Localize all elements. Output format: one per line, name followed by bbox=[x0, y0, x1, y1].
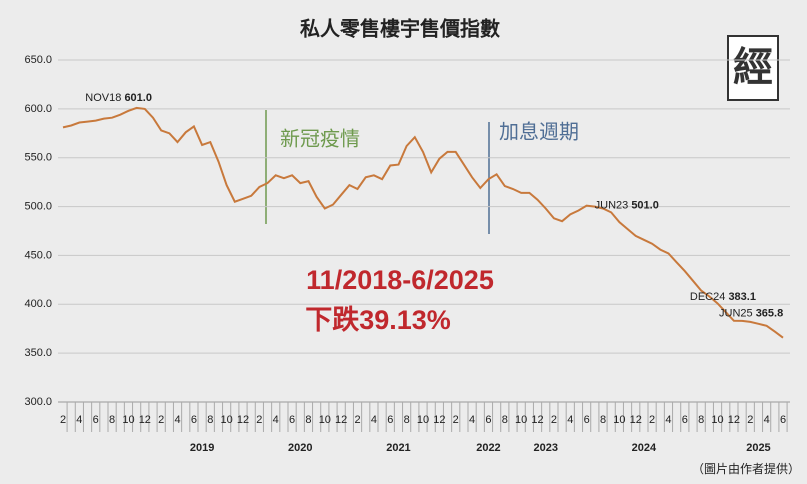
point-annotation: JUN23 501.0 bbox=[595, 200, 659, 212]
x-tick-label: 12 bbox=[531, 414, 543, 426]
x-tick-label: 4 bbox=[567, 414, 573, 426]
value-label: 601.0 bbox=[124, 92, 152, 104]
x-group-label: 2025 bbox=[746, 442, 770, 454]
point-annotation: DEC24 383.1 bbox=[690, 291, 756, 303]
chart-title: 私人零售樓宇售價指數 bbox=[300, 16, 500, 40]
x-tick-label: 6 bbox=[191, 414, 197, 426]
x-tick-label: 2 bbox=[747, 414, 753, 426]
point-name: JUN25 bbox=[719, 308, 753, 320]
x-group-label: 2024 bbox=[632, 442, 657, 454]
y-tick-label: 500.0 bbox=[24, 200, 52, 212]
x-tick-label: 4 bbox=[174, 414, 180, 426]
logo: 經 bbox=[733, 46, 773, 90]
headline: 11/2018-6/2025 bbox=[306, 265, 494, 295]
point-annotation: NOV18 601.0 bbox=[85, 92, 152, 104]
y-tick-label: 600.0 bbox=[24, 103, 52, 115]
x-tick-label: 6 bbox=[485, 414, 491, 426]
x-tick-label: 12 bbox=[335, 414, 347, 426]
x-tick-label: 2 bbox=[60, 414, 66, 426]
point-name: DEC24 bbox=[690, 291, 725, 303]
x-tick-label: 4 bbox=[273, 414, 279, 426]
x-tick-label: 12 bbox=[139, 414, 151, 426]
x-tick-label: 8 bbox=[305, 414, 311, 426]
y-tick-label: 650.0 bbox=[24, 54, 52, 66]
x-tick-label: 6 bbox=[93, 414, 99, 426]
x-tick-label: 6 bbox=[682, 414, 688, 426]
x-tick-label: 2 bbox=[354, 414, 360, 426]
x-tick-label: 2 bbox=[649, 414, 655, 426]
point-name: NOV18 bbox=[85, 92, 121, 104]
event-label: 加息週期 bbox=[499, 120, 579, 143]
x-tick-label: 2 bbox=[551, 414, 557, 426]
y-tick-label: 350.0 bbox=[24, 347, 52, 359]
x-tick-label: 8 bbox=[404, 414, 410, 426]
y-tick-label: 550.0 bbox=[24, 152, 52, 164]
line bbox=[62, 106, 784, 339]
x-tick-label: 6 bbox=[387, 414, 393, 426]
x-tick-label: 10 bbox=[515, 414, 527, 426]
x-tick-label: 6 bbox=[289, 414, 295, 426]
x-tick-label: 2 bbox=[256, 414, 262, 426]
x-tick-label: 12 bbox=[433, 414, 445, 426]
x-tick-label: 2 bbox=[158, 414, 164, 426]
x-group-label: 2023 bbox=[533, 442, 557, 454]
x-tick-label: 12 bbox=[728, 414, 740, 426]
x-group-label: 2021 bbox=[386, 442, 410, 454]
x-tick-label: 10 bbox=[319, 414, 331, 426]
x-tick-label: 8 bbox=[502, 414, 508, 426]
value-label: 501.0 bbox=[631, 200, 659, 212]
x-tick-label: 4 bbox=[665, 414, 671, 426]
x-tick-label: 4 bbox=[371, 414, 377, 426]
x-tick-label: 10 bbox=[221, 414, 233, 426]
x-group-label: 2020 bbox=[288, 442, 312, 454]
y-tick-label: 450.0 bbox=[24, 249, 52, 261]
y-tick-label: 300.0 bbox=[24, 396, 52, 408]
x-tick-label: 10 bbox=[613, 414, 625, 426]
x-group-label: 2019 bbox=[190, 442, 214, 454]
x-tick-label: 10 bbox=[711, 414, 723, 426]
x-tick-label: 8 bbox=[207, 414, 213, 426]
value-label: 365.8 bbox=[756, 308, 784, 320]
x-group-label: 2022 bbox=[476, 442, 500, 454]
x-tick-label: 10 bbox=[417, 414, 429, 426]
x-tick-label: 6 bbox=[584, 414, 590, 426]
x-tick-label: 12 bbox=[630, 414, 642, 426]
subheadline: 下跌39.13% bbox=[305, 305, 451, 335]
x-tick-label: 6 bbox=[780, 414, 786, 426]
x-tick-label: 4 bbox=[76, 414, 82, 426]
y-tick-label: 400.0 bbox=[24, 298, 52, 310]
x-tick-label: 8 bbox=[698, 414, 704, 426]
event-label: 新冠疫情 bbox=[280, 127, 360, 150]
logo-box bbox=[727, 35, 779, 101]
x-tick-label: 8 bbox=[600, 414, 606, 426]
point-name: JUN23 bbox=[595, 200, 629, 212]
x-tick-label: 4 bbox=[764, 414, 770, 426]
point-annotation: JUN25 365.8 bbox=[719, 308, 783, 320]
x-tick-label: 12 bbox=[237, 414, 249, 426]
x-tick-label: 10 bbox=[122, 414, 134, 426]
x-tick-label: 4 bbox=[469, 414, 475, 426]
x-tick-label: 8 bbox=[109, 414, 115, 426]
source: （圖片由作者提供） bbox=[692, 461, 800, 476]
x-tick-label: 2 bbox=[453, 414, 459, 426]
value-label: 383.1 bbox=[728, 291, 756, 303]
